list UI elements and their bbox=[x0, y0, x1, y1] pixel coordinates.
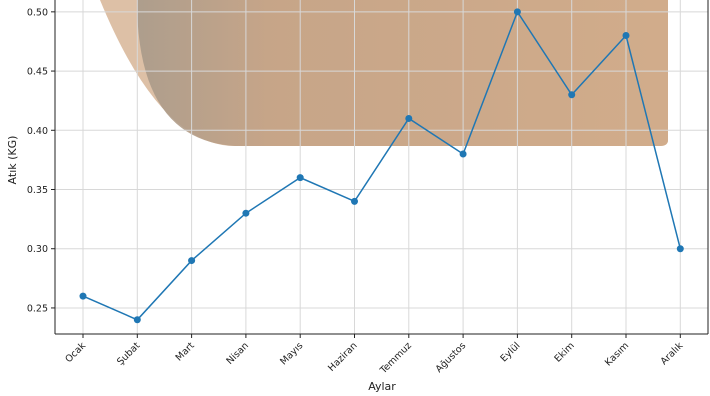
gridlines bbox=[55, 0, 708, 334]
data-point bbox=[242, 209, 250, 217]
x-tick-label: Mayıs bbox=[278, 340, 305, 367]
x-tick-label: Mart bbox=[174, 340, 197, 363]
data-point bbox=[676, 245, 684, 253]
data-point bbox=[351, 197, 358, 205]
y-tick-label: 0.30 bbox=[27, 244, 48, 255]
x-tick-label: Kasım bbox=[603, 340, 631, 368]
y-tick-label: 0.40 bbox=[27, 126, 48, 137]
y-tick-labels: 0.25 0.30 0.35 0.40 0.45 0.50 bbox=[27, 7, 48, 314]
x-axis-label: Aylar bbox=[368, 380, 396, 393]
x-tick-label: Temmuz bbox=[377, 340, 413, 376]
x-tick-labels: Ocak Şubat Mart Nisan Mayıs Haziran Temmuz Ağus… bbox=[63, 340, 685, 377]
axes bbox=[51, 0, 709, 338]
y-tick-label: 0.35 bbox=[27, 185, 48, 196]
x-tick-label: Ekim bbox=[552, 340, 576, 364]
y-tick-label: 0.25 bbox=[27, 303, 48, 314]
y-tick-label: 0.50 bbox=[27, 7, 48, 18]
data-point bbox=[459, 150, 467, 158]
y-axis-label: Atık (KG) bbox=[6, 136, 19, 185]
series-line bbox=[82, 10, 682, 321]
data-point bbox=[133, 316, 141, 324]
x-tick-label: Eylül bbox=[499, 340, 523, 364]
data-point bbox=[188, 257, 196, 265]
data-point bbox=[568, 91, 576, 99]
data-point bbox=[513, 8, 521, 16]
data-point bbox=[622, 32, 630, 40]
x-tick-label: Aralık bbox=[659, 340, 686, 367]
background-photo bbox=[100, 0, 668, 146]
x-tick-label: Haziran bbox=[326, 340, 359, 373]
y-tick-label: 0.45 bbox=[27, 67, 48, 78]
x-tick-label: Nisan bbox=[224, 340, 251, 367]
data-point bbox=[405, 114, 413, 122]
data-point bbox=[296, 174, 304, 182]
x-tick-label: Ağustos bbox=[434, 340, 469, 375]
x-tick-label: Şubat bbox=[115, 340, 143, 368]
x-tick-label: Ocak bbox=[63, 340, 88, 365]
data-series bbox=[79, 8, 684, 324]
data-point bbox=[79, 292, 87, 300]
